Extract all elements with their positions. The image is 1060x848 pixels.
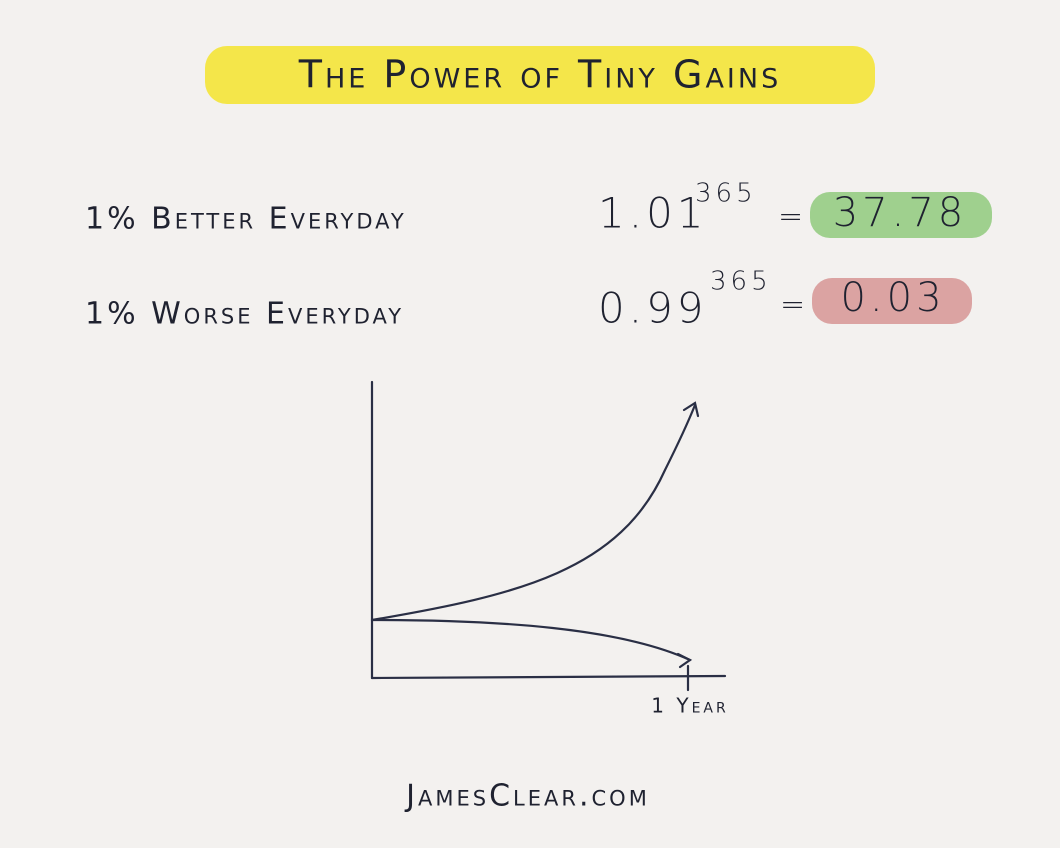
result-highlight	[812, 278, 972, 324]
footer: JamesClear.com	[404, 779, 650, 814]
sketch	[370, 380, 727, 692]
arrow-head	[676, 652, 693, 669]
result: 37.78	[833, 190, 968, 236]
row-label: 1% Better Everyday	[85, 202, 407, 237]
title-highlight	[205, 46, 875, 104]
row-label: 1% Worse Everyday	[85, 297, 404, 332]
title: The Power of Tiny Gains	[298, 53, 781, 97]
base: 1.01	[598, 189, 708, 238]
growth-curve	[370, 403, 697, 622]
base: 0.99	[598, 284, 708, 333]
x-label: 1 Year	[651, 694, 728, 718]
exponent: 365	[695, 179, 757, 209]
equals: =	[780, 288, 809, 323]
arrow-head	[682, 401, 700, 418]
result-highlight	[810, 192, 992, 238]
result: 0.03	[840, 275, 945, 321]
decline-curve	[370, 618, 692, 662]
x-axis	[370, 674, 727, 680]
equals: =	[778, 200, 807, 235]
exponent: 365	[710, 267, 772, 297]
